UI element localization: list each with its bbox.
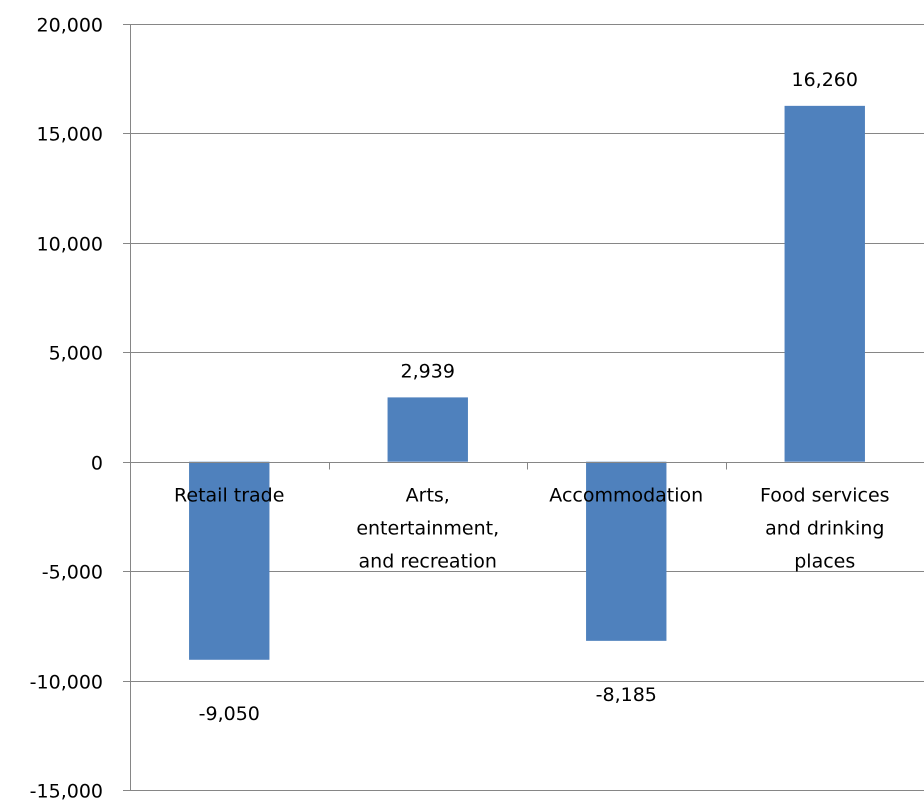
y-tick-label: 10,000 — [37, 234, 103, 256]
category-label-line: Arts, — [406, 485, 450, 507]
y-tick-label: -10,000 — [30, 672, 103, 694]
category-labels: Retail trade Arts, entertainment, and recre… — [174, 485, 889, 573]
category-label: Retail trade — [174, 485, 284, 507]
y-tick-label: -5,000 — [42, 562, 103, 584]
y-tick-label: 20,000 — [37, 15, 103, 37]
y-tick-labels: 20,000 15,000 10,000 5,000 0 -5,000 -10,000 -15… — [30, 15, 103, 800]
category-label: Food services and drinking places — [760, 485, 890, 573]
axes — [123, 24, 924, 791]
bars — [189, 105, 865, 660]
y-tick-label: -15,000 — [30, 781, 103, 800]
bar — [784, 105, 865, 462]
bar — [189, 461, 270, 660]
data-labels: -9,050 2,939 -8,185 16,260 — [199, 69, 858, 725]
y-tick-label: 15,000 — [37, 124, 103, 146]
data-label: -8,185 — [596, 684, 657, 706]
category-label-line: places — [794, 551, 855, 573]
category-label: Arts, entertainment, and recreation — [356, 485, 499, 573]
category-label: Accommodation — [549, 485, 703, 507]
category-label-line: and recreation — [359, 551, 497, 573]
category-label-line: and drinking — [765, 518, 884, 540]
y-tick-label: 0 — [91, 453, 103, 475]
data-label: 2,939 — [401, 360, 455, 382]
category-label-line: Food services — [760, 485, 890, 507]
category-label-line: entertainment, — [356, 518, 499, 540]
category-label-line: Retail trade — [174, 485, 284, 507]
bar — [387, 397, 468, 462]
data-label: 16,260 — [792, 69, 858, 91]
bar — [586, 461, 667, 641]
category-label-line: Accommodation — [549, 485, 703, 507]
y-tick-label: 5,000 — [49, 343, 103, 365]
data-label: -9,050 — [199, 703, 260, 725]
